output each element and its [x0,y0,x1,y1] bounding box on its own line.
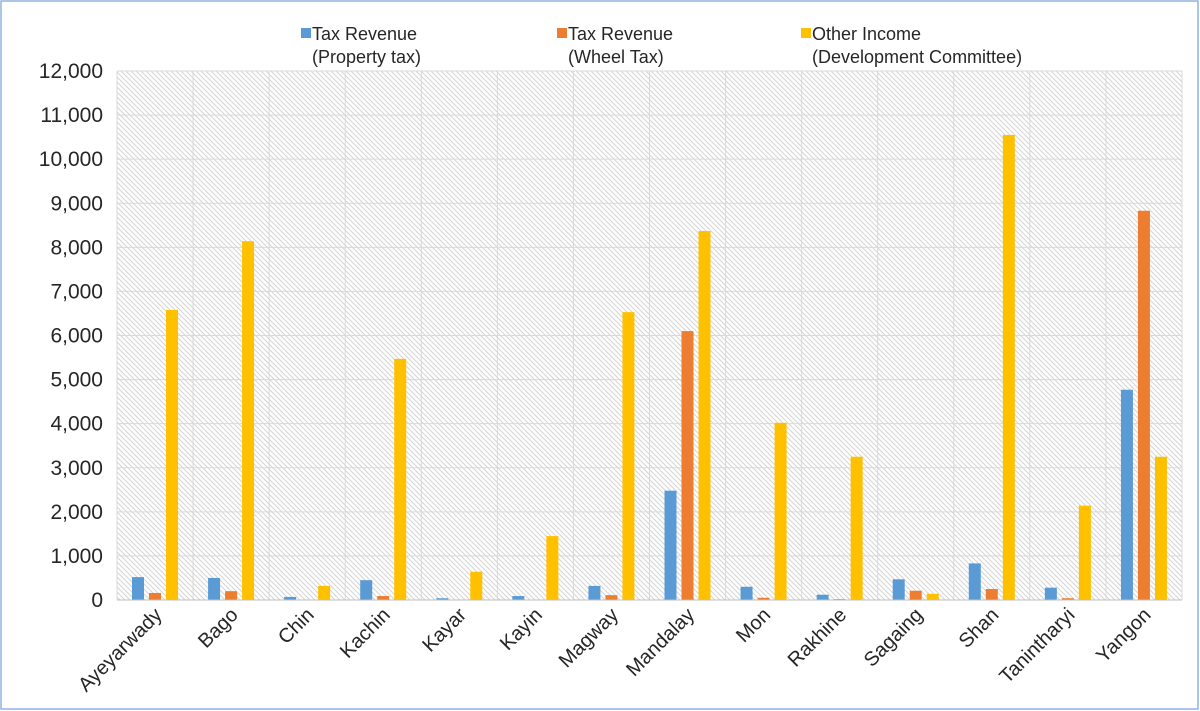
bar-other-income-development-committee-tanintharyi [1078,505,1091,600]
bar-other-income-development-committee-mandalay [698,231,711,600]
y-tick-label: 6,000 [50,325,103,348]
bar-tax-revenue-property-tax-sagaing [892,579,905,600]
bars [132,134,1167,600]
legend-swatch [301,28,311,38]
y-tick-label: 8,000 [50,236,103,259]
legend-swatch [557,28,567,38]
bar-other-income-development-committee-kayin [546,536,559,600]
bar-other-income-development-committee-mon [774,422,787,600]
bar-tax-revenue-property-tax-chin [284,596,297,600]
bar-tax-revenue-wheel-tax-magway [605,595,618,600]
bar-tax-revenue-property-tax-magway [588,585,601,600]
bar-tax-revenue-property-tax-yangon [1120,389,1133,600]
y-tick-label: 2,000 [50,501,103,524]
y-tick-label: 3,000 [50,457,103,480]
legend-label: Other Income (Development Committee) [812,24,1022,67]
y-tick-label: 4,000 [50,413,103,436]
bar-other-income-development-committee-shan [1002,134,1015,600]
legend-label: Tax Revenue (Wheel Tax) [568,24,678,67]
y-tick-label: 10,000 [39,148,103,171]
bar-other-income-development-committee-rakhine [850,456,863,600]
bar-tax-revenue-property-tax-ayeyarwady [132,577,144,600]
bar-tax-revenue-wheel-tax-sagaing [909,590,922,600]
legend-swatch [801,28,811,38]
legend: Tax Revenue (Property tax)Tax Revenue (W… [301,24,1022,67]
bar-tax-revenue-wheel-tax-bago [225,591,238,600]
legend-label-line: (Development Committee) [812,47,1022,67]
y-tick-label: 0 [91,589,103,612]
legend-label-line: Tax Revenue [568,24,678,44]
bar-other-income-development-committee-kachin [394,358,407,600]
bar-other-income-development-committee-sagaing [926,593,939,600]
bar-tax-revenue-wheel-tax-shan [985,588,998,600]
bar-tax-revenue-wheel-tax-ayeyarwady [149,592,161,600]
bar-tax-revenue-property-tax-kayar [436,598,449,600]
bar-tax-revenue-property-tax-bago [208,577,221,600]
bar-tax-revenue-wheel-tax-kachin [377,596,390,600]
bar-tax-revenue-property-tax-tanintharyi [1044,587,1057,600]
legend-item-tax-revenue-wheel-tax: Tax Revenue (Wheel Tax) [557,24,678,67]
bar-other-income-development-committee-yangon [1154,456,1167,600]
y-tick-label: 1,000 [50,545,103,568]
bar-tax-revenue-property-tax-mon [740,586,753,600]
bar-tax-revenue-property-tax-kayin [512,596,525,600]
legend-item-other-income-development-committee: Other Income (Development Committee) [801,24,1022,67]
bar-tax-revenue-wheel-tax-tanintharyi [1061,598,1074,600]
legend-label-line: (Wheel Tax) [568,47,664,67]
bar-tax-revenue-property-tax-rakhine [816,594,829,600]
y-tick-label: 12,000 [39,60,103,83]
legend-label-line: Other Income [812,24,926,44]
legend-item-tax-revenue-property-tax: Tax Revenue (Property tax) [301,24,422,67]
legend-label-line: (Property tax) [312,47,421,67]
bar-other-income-development-committee-kayar [470,571,483,600]
bar-tax-revenue-wheel-tax-yangon [1137,210,1150,600]
bar-tax-revenue-wheel-tax-mon [757,597,770,600]
y-tick-label: 5,000 [50,369,103,392]
bar-other-income-development-committee-ayeyarwady [166,309,178,600]
y-tick-label: 11,000 [40,104,103,127]
y-tick-label: 7,000 [50,280,103,303]
bar-tax-revenue-wheel-tax-mandalay [681,331,694,600]
bar-tax-revenue-property-tax-mandalay [664,490,677,600]
bar-tax-revenue-property-tax-kachin [360,580,373,600]
legend-label: Tax Revenue (Property tax) [312,24,422,67]
y-tick-label: 9,000 [50,192,103,215]
bar-other-income-development-committee-chin [318,585,331,600]
y-axis-labels: 0 1,000 2,000 3,000 4,000 5,000 6,000 7,000 8,00… [39,60,103,612]
bar-tax-revenue-property-tax-shan [968,563,981,600]
bar-other-income-development-committee-bago [242,241,255,600]
legend-label-line: Tax Revenue [312,24,422,44]
bar-other-income-development-committee-magway [622,312,635,600]
